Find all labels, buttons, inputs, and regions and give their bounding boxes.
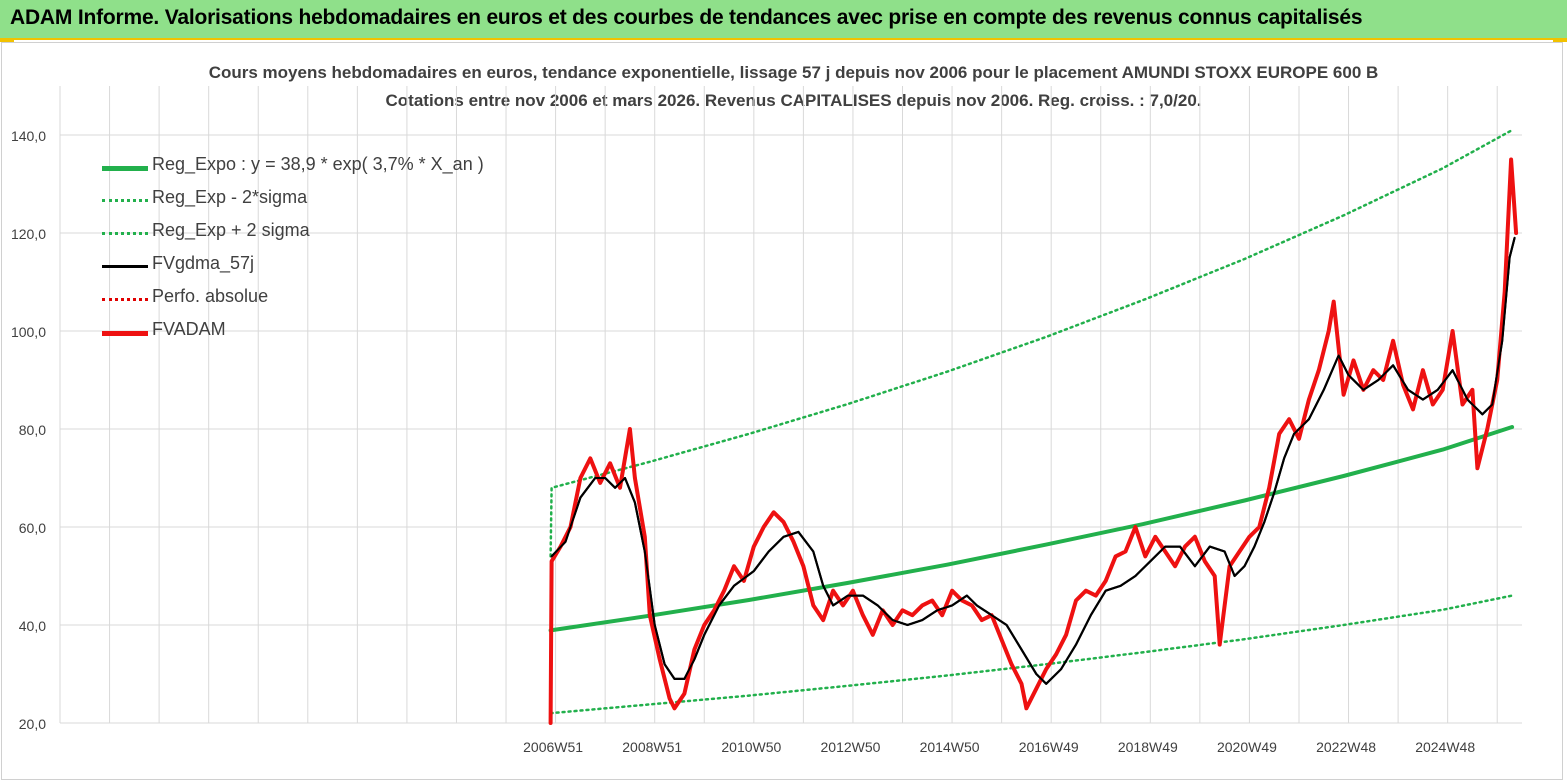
x-tick-label: 2024W48	[1415, 739, 1475, 755]
chart-subtitle: Cotations entre nov 2006 et mars 2026. R…	[385, 91, 1202, 110]
y-tick-label: 100,0	[11, 324, 46, 340]
legend-label: FVADAM	[152, 319, 226, 339]
y-tick-label: 60,0	[19, 520, 46, 536]
legend-label: FVgdma_57j	[152, 253, 255, 273]
x-tick-label: 2010W50	[721, 739, 781, 755]
series-line-2	[549, 128, 1514, 558]
title-banner: ADAM Informe. Valorisations hebdomadaire…	[0, 0, 1567, 40]
banner-title: ADAM Informe. Valorisations hebdomadaire…	[10, 6, 1363, 29]
legend-label: Perfo. absolue	[152, 286, 269, 306]
legend-label: Reg_Expo : y = 38,9 * exp( 3,7% * X_an )	[152, 154, 484, 174]
legend-swatch	[102, 298, 148, 301]
x-tick-label: 2014W50	[920, 739, 980, 755]
x-tick-label: 2008W51	[622, 739, 682, 755]
series-line-1	[549, 594, 1514, 715]
chart-title: Cours moyens hebdomadaires en euros, ten…	[208, 63, 1379, 82]
x-tick-label: 2012W50	[821, 739, 881, 755]
y-tick-label: 20,0	[19, 716, 46, 732]
x-tick-label: 2006W51	[523, 739, 583, 755]
legend-swatch	[102, 265, 148, 268]
x-tick-label: 2020W49	[1217, 739, 1277, 755]
legend-swatch	[102, 166, 148, 171]
series-line-fvgdma-overlay	[550, 237, 1516, 685]
legend-label: Reg_Exp + 2 sigma	[152, 220, 310, 240]
chart-frame	[1, 42, 1563, 780]
legend-label: Reg_Exp - 2*sigma	[152, 187, 308, 207]
corner-accent-left	[0, 38, 14, 42]
y-tick-label: 40,0	[19, 618, 46, 634]
series-line-5	[548, 157, 1519, 725]
series-line-3	[550, 236, 1516, 685]
legend-swatch	[102, 199, 148, 202]
y-tick-label: 140,0	[11, 128, 46, 144]
y-tick-label: 120,0	[11, 226, 46, 242]
legend-swatch	[102, 331, 148, 336]
x-tick-label: 2018W49	[1118, 739, 1178, 755]
x-tick-label: 2022W48	[1316, 739, 1376, 755]
corner-accent-right	[1553, 38, 1567, 42]
x-tick-label: 2016W49	[1019, 739, 1079, 755]
legend-swatch	[102, 232, 148, 235]
series-line-0	[548, 425, 1515, 633]
y-tick-label: 80,0	[19, 422, 46, 438]
